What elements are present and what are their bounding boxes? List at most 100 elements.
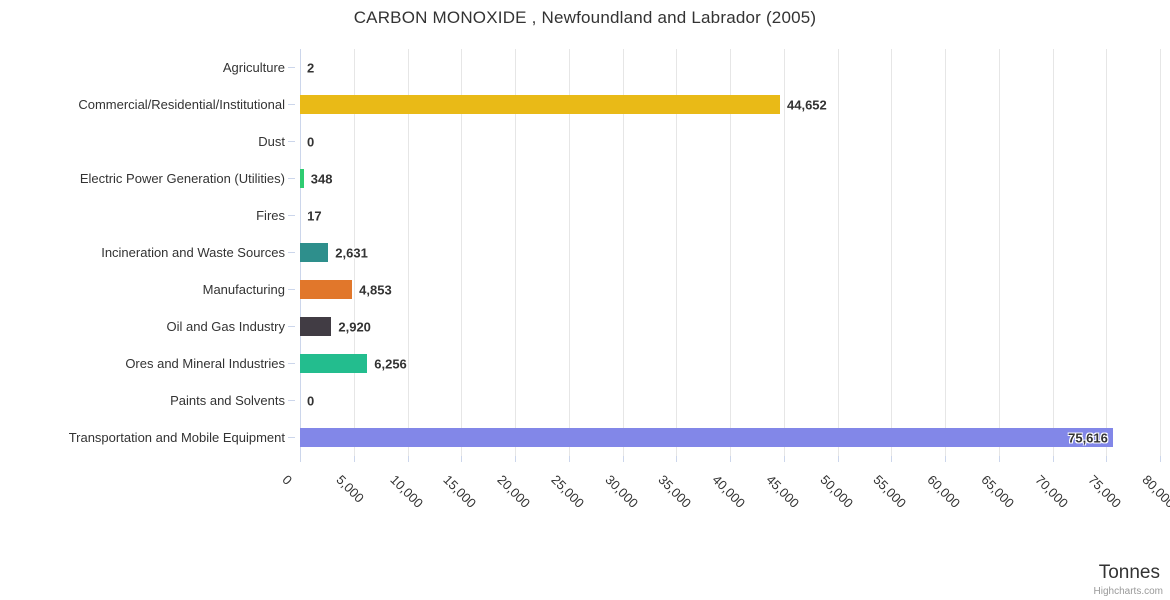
gridline [407,49,409,456]
x-tick-mark [676,456,678,462]
x-axis-tick-label: 50,000 [816,472,856,511]
gridline [1052,49,1054,456]
value-label: 75,616 [1068,430,1108,445]
bar-row: Paints and Solvents 0 [0,382,1170,419]
x-axis-tick-label: 65,000 [978,472,1017,511]
gridline [998,49,1000,456]
category-tick-mark [288,252,295,253]
bar[interactable] [300,95,780,114]
x-axis-tick-label: 45,000 [763,472,802,511]
bar-track: 4,853 [300,271,1170,308]
gridline [353,49,355,456]
bar-track: 17 [300,197,1170,234]
highcharts-credit[interactable]: Highcharts.com [1093,586,1163,597]
value-label: 44,652 [787,97,827,112]
x-tick-mark [568,456,570,462]
category-tick-mark [288,178,295,179]
x-tick-mark [891,456,893,462]
x-axis-tick-label: 25,000 [548,472,587,511]
x-tick-mark [945,456,946,462]
bar-row: Fires 17 [0,197,1170,234]
bar-track: 0 [300,123,1170,160]
bar-row: Commercial/Residential/Institutional 44,6… [0,86,1170,123]
bar[interactable] [300,243,329,262]
category-label: Commercial/Residential/Institutional [78,97,285,112]
bar-row: Ores and Mineral Industries 6,256 [0,345,1170,382]
gridline [837,49,839,456]
x-tick-mark [837,456,839,462]
bar[interactable] [300,317,332,336]
bar[interactable] [300,169,304,188]
bar-row: Electric Power Generation (Utilities) 348 [0,160,1170,197]
category-tick-mark [288,437,295,438]
category-label: Transportation and Mobile Equipment [68,430,285,445]
x-axis-tick-label: 75,000 [1085,472,1125,511]
value-label: 2,631 [335,245,368,260]
gridline [461,49,463,456]
gridline [730,49,731,456]
bar-track: 75,616 [300,419,1170,456]
category-label: Incineration and Waste Sources [101,245,285,260]
category-tick-mark [288,326,295,327]
x-axis-tick-label: 30,000 [601,472,641,511]
gridline [568,49,570,456]
bar-track: 44,652 [300,86,1170,123]
bar-rows: Agriculture 2 Commercial/Residential/Insti… [0,49,1170,456]
x-tick-mark [353,456,355,462]
bar-track: 2,631 [300,234,1170,271]
category-label: Manufacturing [202,282,285,297]
gridline [1160,49,1161,456]
value-label: 348 [310,171,333,186]
gridline [783,49,785,456]
value-label: 4,853 [359,282,392,297]
category-tick-mark [288,67,295,68]
gridline [945,49,946,456]
bar[interactable] [300,280,353,299]
category-label: Ores and Mineral Industries [125,356,285,371]
x-tick-mark [1160,456,1161,462]
x-axis-tick-label: 15,000 [440,472,480,511]
bar[interactable] [300,428,1113,447]
gridline [891,49,893,456]
value-label: 0 [307,134,315,149]
x-axis-tick-label: 20,000 [494,472,534,511]
bar-track: 2 [300,49,1170,86]
bar-track: 6,256 [300,345,1170,382]
bar-row: Incineration and Waste Sources 2,631 [0,234,1170,271]
x-tick-mark [461,456,463,462]
x-axis-tick-label: 70,000 [1031,472,1071,511]
category-tick-mark [288,141,295,142]
bar-row: Dust 0 [0,123,1170,160]
x-tick-mark [300,456,301,462]
x-tick-mark [622,456,624,462]
category-tick-mark [288,363,295,364]
x-axis-tick-label: 40,000 [709,472,749,511]
bar-row: Agriculture 2 [0,49,1170,86]
value-label: 17 [307,208,322,223]
category-label: Fires [256,208,285,223]
value-label: 2,920 [338,319,371,334]
gridline [676,49,678,456]
category-tick-mark [288,215,295,216]
x-tick-mark [515,456,516,462]
category-label: Oil and Gas Industry [166,319,286,334]
x-axis-title: Tonnes [1098,562,1160,583]
bar-row: Manufacturing 4,853 [0,271,1170,308]
category-tick-mark [288,104,295,105]
x-axis-tick-label: 0 [279,472,296,488]
x-axis-tick-label: 80,000 [1139,472,1170,511]
x-tick-mark [407,456,409,462]
chart-title: CARBON MONOXIDE , Newfoundland and Labra… [353,8,817,27]
bar-track: 0 [300,382,1170,419]
x-tick-mark [998,456,1000,462]
bar[interactable] [300,354,368,373]
x-axis-tick-label: 5,000 [333,472,367,506]
bar-row: Oil and Gas Industry 2,920 [0,308,1170,345]
x-axis-tick-label: 60,000 [924,472,964,511]
x-tick-mark [1052,456,1054,462]
bar-track: 348 [300,160,1170,197]
x-axis-tick-label: 55,000 [870,472,910,511]
category-tick-mark [288,400,295,401]
value-label: 6,256 [374,356,407,371]
